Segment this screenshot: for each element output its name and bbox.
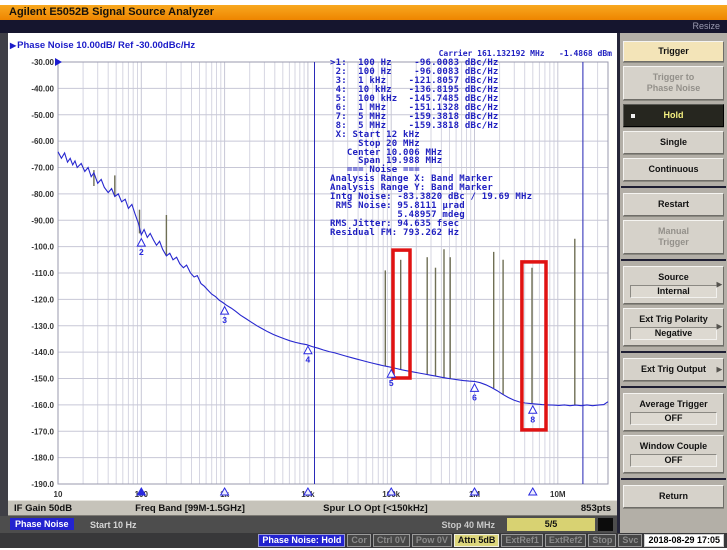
window-control-bar: Resize — [0, 20, 727, 33]
softkey-value: OFF — [630, 412, 717, 425]
softkey-manual-trigger: Manual Trigger — [623, 220, 724, 254]
measurement-softkey-bar: IF Gain 50dB Freq Band [99M-1.5GHz] Spur LO… — [8, 500, 617, 516]
svg-text:2: 2 — [139, 247, 144, 257]
measurement-status-bar: Phase Noise Start 10 Hz Stop 40 MHz 5/5 — [0, 516, 617, 533]
start-frequency-label: Start 10 Hz — [90, 520, 137, 530]
svg-text:-190.0: -190.0 — [31, 480, 54, 489]
stop-frequency-label: Stop 40 MHz — [441, 520, 495, 530]
menu-divider — [621, 386, 726, 388]
svg-text:3: 3 — [222, 315, 227, 325]
status-end-block — [598, 518, 613, 531]
softkey-restart[interactable]: Restart — [623, 193, 724, 216]
softkey-source-internal[interactable]: Source Internal ▶ — [623, 266, 724, 304]
softbar-item-0[interactable]: IF Gain 50dB — [14, 503, 73, 514]
system-chip-2018-08-29-17-05: 2018-08-29 17:05 — [644, 534, 724, 547]
softkey-value: Internal — [630, 285, 717, 298]
softkey-single[interactable]: Single — [623, 131, 724, 154]
trace-header: ▶Phase Noise 10.00dB/ Ref -30.00dBc/Hz — [10, 40, 195, 52]
measurement-mode-chip: Phase Noise — [10, 518, 74, 530]
softkey-continuous[interactable]: Continuous — [623, 158, 724, 181]
softkey-trigger-to-phase-noise: Trigger to Phase Noise — [623, 66, 724, 100]
softkey-average-trigger-off[interactable]: Average Trigger OFF — [623, 393, 724, 431]
svg-text:-180.0: -180.0 — [31, 454, 54, 463]
softkey-hold[interactable]: Hold — [623, 104, 724, 127]
svg-text:-140.0: -140.0 — [31, 348, 54, 357]
phase-noise-chart[interactable]: 2 3 4 5 6 8 -30.00 -40.00 -50.00 -60.00 -70.00 -80.… — [8, 33, 617, 500]
system-chip-attn-5db: Attn 5dB — [453, 534, 500, 547]
svg-text:10: 10 — [54, 490, 63, 499]
system-status-bar: Phase Noise: Hold Cor Ctrl 0V Pow 0V Attn 5d… — [0, 533, 727, 548]
marker-readout-block: >1: 100 Hz -96.0083 dBc/Hz 2: 100 Hz -96… — [330, 58, 533, 239]
menu-title-trigger[interactable]: Trigger — [623, 41, 724, 62]
svg-text:-160.0: -160.0 — [31, 401, 54, 410]
app-title-bar: Agilent E5052B Signal Source Analyzer — [0, 5, 727, 20]
svg-text:4: 4 — [306, 355, 311, 365]
system-chip-ctrl-0v: Ctrl 0V — [372, 534, 410, 547]
app-title: Agilent E5052B Signal Source Analyzer — [9, 6, 214, 18]
svg-text:10M: 10M — [550, 490, 566, 499]
submenu-arrow-icon: ▶ — [716, 281, 722, 289]
svg-text:-50.00: -50.00 — [31, 111, 54, 120]
softbar-item-4[interactable]: 853pts — [580, 503, 611, 514]
svg-text:-30.00: -30.00 — [31, 58, 54, 67]
trace-scale-label: Phase Noise 10.00dB/ Ref -30.00dBc/Hz — [17, 40, 196, 51]
system-chip-extref2: ExtRef2 — [544, 534, 587, 547]
carrier-readout: Carrier 161.132192 MHz -1.4868 dBm — [438, 49, 612, 58]
window-left-frame — [0, 33, 8, 533]
selected-indicator-dot — [631, 113, 635, 118]
softbar-item-1[interactable]: Freq Band [99M-1.5GHz] — [135, 503, 245, 514]
svg-text:-80.00: -80.00 — [31, 190, 54, 199]
system-chip-svc: Svc — [618, 534, 643, 547]
system-chip-phase-noise-hold: Phase Noise: Hold — [258, 534, 346, 547]
phase-noise-plot-window[interactable]: 2 3 4 5 6 8 -30.00 -40.00 -50.00 -60.00 -70.00 -80.… — [8, 33, 617, 500]
svg-text:-60.00: -60.00 — [31, 137, 54, 146]
softkey-value: OFF — [630, 454, 717, 467]
submenu-arrow-icon: ▶ — [716, 366, 722, 373]
svg-text:-70.00: -70.00 — [31, 164, 54, 173]
softkey-ext-trig-polarity-negative[interactable]: Ext Trig Polarity Negative ▶ — [623, 308, 724, 346]
softkey-ext-trig-output[interactable]: Ext Trig Output ▶ — [623, 358, 724, 381]
svg-text:-110.0: -110.0 — [32, 269, 55, 278]
trace-indicator-icon: ▶ — [10, 41, 17, 50]
menu-divider — [621, 186, 726, 188]
system-chip-stop: Stop — [588, 534, 617, 547]
menu-divider — [621, 351, 726, 353]
menu-divider — [621, 478, 726, 480]
softbar-item-3[interactable]: LO Opt [<150kHz] — [348, 503, 428, 514]
svg-text:-150.0: -150.0 — [31, 375, 54, 384]
svg-text:5: 5 — [389, 378, 394, 388]
svg-text:-120.0: -120.0 — [31, 295, 54, 304]
system-chip-extref1: ExtRef1 — [501, 534, 543, 547]
softkey-return[interactable]: Return — [623, 485, 724, 508]
system-chip-pow-0v: Pow 0V — [411, 534, 452, 547]
svg-text:8: 8 — [530, 414, 535, 424]
svg-text:-90.00: -90.00 — [31, 216, 54, 225]
average-counter: 5/5 — [507, 518, 595, 531]
submenu-arrow-icon: ▶ — [716, 323, 722, 331]
svg-text:-130.0: -130.0 — [31, 322, 54, 331]
svg-text:-100.0: -100.0 — [31, 243, 54, 252]
softkey-menu: Trigger Trigger to Phase Noise Hold Single C… — [617, 33, 727, 533]
menu-divider — [621, 259, 726, 261]
svg-text:-170.0: -170.0 — [31, 427, 54, 436]
softbar-item-2[interactable]: Spur — [323, 503, 345, 514]
softkey-window-couple-off[interactable]: Window Couple OFF — [623, 435, 724, 473]
svg-text:-40.00: -40.00 — [31, 84, 54, 93]
softkey-value: Negative — [630, 327, 717, 340]
svg-text:6: 6 — [472, 392, 477, 402]
system-chip-cor: Cor — [347, 534, 371, 547]
resize-button[interactable]: Resize — [692, 21, 720, 31]
